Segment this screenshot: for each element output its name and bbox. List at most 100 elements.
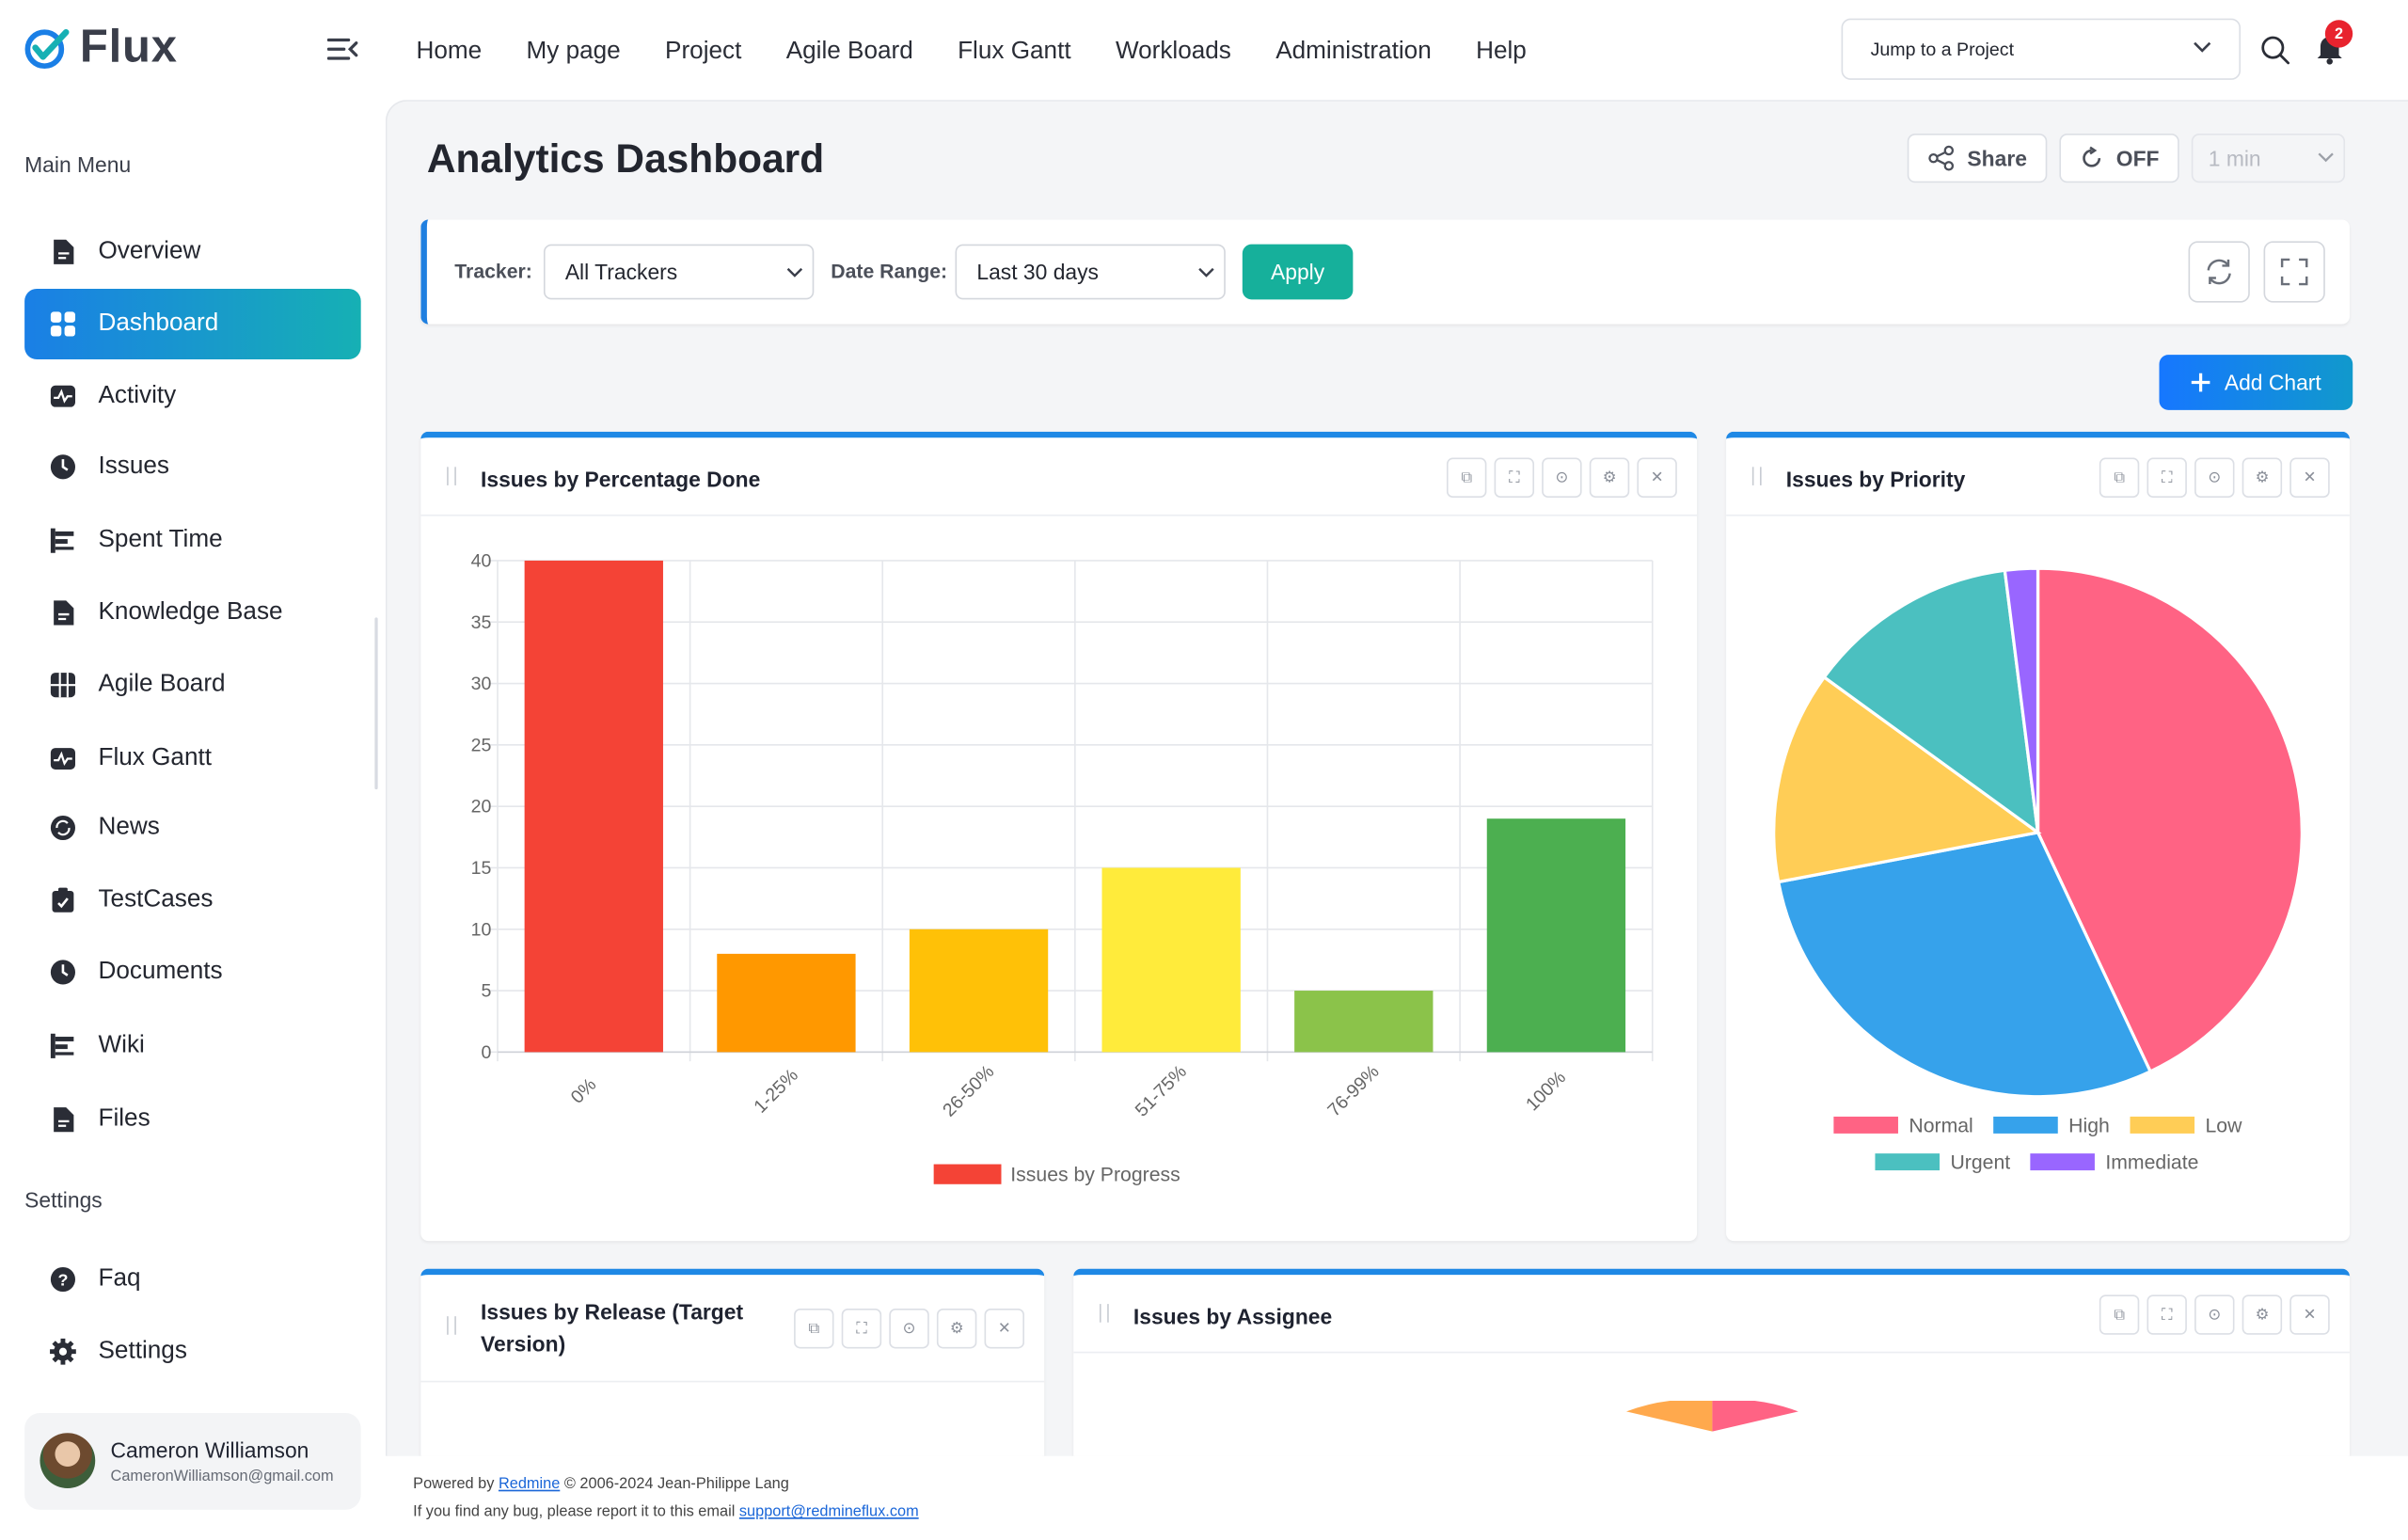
x-tick-label: 100% [1522,1067,1570,1115]
info-icon[interactable]: ⊙ [889,1309,929,1349]
settings-icon[interactable]: ⚙ [1589,457,1630,498]
reload-button[interactable] [2188,241,2250,303]
plus-icon [2192,373,2211,392]
main-menu-title: Main Menu [24,151,132,177]
nav-agile-board[interactable]: Agile Board [785,38,913,65]
sidebar-item-overview[interactable]: Overview [24,216,361,287]
sidebar-item-agile-board[interactable]: Agile Board [24,650,361,721]
close-icon[interactable]: ✕ [1637,457,1677,498]
x-tick-label: 26-50% [939,1061,998,1120]
sidebar-item-label: Knowledge Base [98,598,283,626]
logo[interactable]: Flux [24,22,178,74]
bar-0% [524,560,663,1053]
close-icon[interactable]: ✕ [2289,1294,2330,1335]
auto-refresh-toggle[interactable]: OFF [2059,134,2179,183]
legend-swatch [2130,1116,2195,1134]
sidebar-item-testcases[interactable]: TestCases [24,865,361,935]
sidebar-item-spent-time[interactable]: Spent Time [24,505,361,576]
copy-icon[interactable]: ⧉ [1446,457,1487,498]
notification-badge: 2 [2324,20,2353,48]
close-icon[interactable]: ✕ [984,1309,1024,1349]
sidebar-item-issues[interactable]: Issues [24,432,361,502]
user-card[interactable]: Cameron Williamson CameronWilliamson@gma… [24,1413,361,1510]
fullscreen-button[interactable] [2263,241,2325,303]
date-range-select[interactable]: Last 30 days [955,244,1226,300]
y-tick-label: 0 [482,1042,492,1063]
settings-item-faq[interactable]: ? Faq [24,1244,361,1314]
drag-handle-icon[interactable] [1751,467,1762,485]
footer-line-1: Powered by Redmine © 2006-2024 Jean-Phil… [413,1476,789,1493]
settings-title: Settings [24,1187,103,1213]
jump-to-project-select[interactable]: Jump to a Project [1841,18,2242,80]
settings-icon[interactable]: ⚙ [2242,457,2283,498]
drag-handle-icon[interactable] [447,467,456,485]
tracker-label: Tracker: [454,259,532,283]
sidebar-item-flux-gantt[interactable]: Flux Gantt [24,723,361,794]
close-icon[interactable]: ✕ [2289,457,2330,498]
assignee-pie-preview [1625,1400,1798,1432]
legend-swatch [1833,1116,1898,1134]
add-chart-button[interactable]: Add Chart [2159,355,2353,410]
nav-flux-gantt[interactable]: Flux Gantt [958,38,1071,65]
sidebar-item-documents[interactable]: Documents [24,937,361,1008]
share-button[interactable]: Share [1907,134,2048,183]
nav-project[interactable]: Project [665,38,742,65]
y-tick-label: 40 [471,550,492,571]
card-title: Issues by Release (Target Version) [481,1299,744,1357]
copy-icon[interactable]: ⧉ [794,1309,834,1349]
refresh-interval-select[interactable]: 1 min [2191,134,2346,183]
info-icon[interactable]: ⊙ [2194,1294,2235,1335]
page-title: Analytics Dashboard [426,135,825,182]
nav-help[interactable]: Help [1476,38,1527,65]
document-icon [54,239,74,264]
clock-icon [50,960,75,985]
copy-icon[interactable]: ⧉ [2099,1294,2140,1335]
expand-icon[interactable]: ⛶ [841,1309,882,1349]
bar-100% [1486,818,1626,1053]
settings-icon[interactable]: ⚙ [936,1309,977,1349]
main-content: Analytics Dashboard Share OFF 1 min Trac… [385,100,2408,1456]
y-tick-label: 10 [471,919,492,940]
card-title: Issues by Assignee [1133,1304,1333,1329]
footer-line-2: If you find any bug, please report it to… [413,1503,919,1520]
copy-icon[interactable]: ⧉ [2099,457,2140,498]
expand-icon[interactable]: ⛶ [2147,1294,2187,1335]
expand-icon[interactable]: ⛶ [2147,457,2187,498]
sidebar-scrollbar[interactable] [374,617,378,790]
apply-button[interactable]: Apply [1242,244,1354,300]
info-icon[interactable]: ⊙ [1542,457,1582,498]
search-icon[interactable] [2260,36,2290,65]
share-label: Share [1967,146,2027,171]
card-header: Issues by Assignee ⧉ ⛶ ⊙ ⚙ ✕ [1073,1275,2350,1354]
sidebar-item-activity[interactable]: Activity [24,361,361,432]
auto-refresh-label: OFF [2115,146,2160,171]
chevron-down-icon [2194,41,2211,53]
info-icon[interactable]: ⊙ [2194,457,2235,498]
settings-item-settings[interactable]: Settings [24,1316,361,1387]
drag-handle-icon[interactable] [447,1316,456,1335]
sidebar-item-files[interactable]: Files [24,1085,361,1155]
nav-administration[interactable]: Administration [1275,38,1432,65]
sidebar-item-dashboard[interactable]: Dashboard [24,288,361,360]
expand-icon[interactable]: ⛶ [1494,457,1535,498]
sidebar-item-label: Flux Gantt [98,744,212,771]
tracker-select[interactable]: All Trackers [543,244,815,300]
sidebar-item-label: Documents [98,958,223,985]
sidebar-item-knowledge-base[interactable]: Knowledge Base [24,578,361,648]
drag-handle-icon[interactable] [1099,1304,1109,1323]
settings-icon[interactable]: ⚙ [2242,1294,2283,1335]
jump-label: Jump to a Project [1870,38,2015,60]
nav-my-page[interactable]: My page [526,38,621,65]
redmine-link[interactable]: Redmine [498,1475,561,1493]
collapse-menu-icon[interactable] [326,36,358,63]
sidebar-item-label: Dashboard [98,310,219,337]
help-icon: ? [50,1266,75,1293]
sidebar-item-label: Agile Board [98,671,226,698]
nav-home[interactable]: Home [416,38,483,65]
sidebar-item-wiki[interactable]: Wiki [24,1010,361,1081]
document-icon [54,600,74,626]
nav-workloads[interactable]: Workloads [1115,38,1231,65]
sidebar-item-news[interactable]: News [24,792,361,863]
sidebar-item-label: TestCases [98,886,214,913]
support-email-link[interactable]: support@redmineflux.com [738,1503,919,1521]
